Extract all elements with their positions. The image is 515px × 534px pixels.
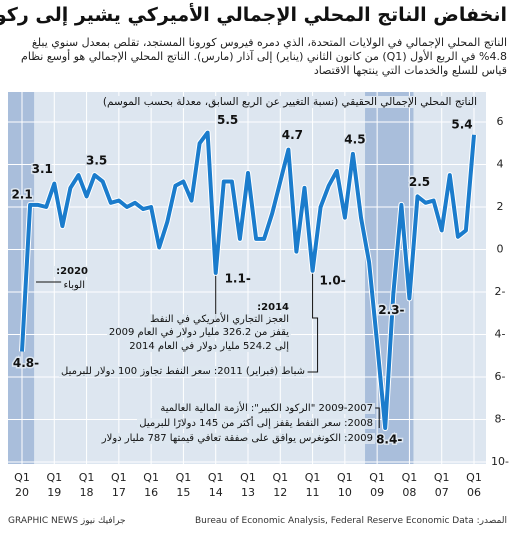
y-tick-label: 4 (497, 158, 504, 171)
x-tick-year: 15 (176, 486, 190, 499)
value-label: 3.5 (86, 154, 107, 168)
x-tick-label: Q1 (337, 471, 353, 484)
y-tick-label: 2- (495, 285, 506, 298)
x-tick-label: Q1 (143, 471, 159, 484)
y-tick-label: 8- (495, 413, 506, 426)
value-label: 5.5 (217, 113, 238, 127)
value-label: 4.5 (344, 132, 365, 146)
y-axis-title: الناتج المحلي الإجمالي الحقيقي (نسبة الت… (100, 96, 479, 108)
x-tick-year: 08 (402, 486, 416, 499)
annotation: شباط (فبراير) 2011: سعر النفط تجاوز 100 … (59, 366, 307, 377)
x-tick-year: 09 (370, 486, 384, 499)
x-tick-label: Q1 (402, 471, 418, 484)
annotation: 2009: الكونغرس يوافق على صفقة تعافي قيمت… (99, 433, 375, 444)
x-tick-label: Q1 (466, 471, 482, 484)
x-tick-year: 06 (467, 486, 481, 499)
x-tick-year: 20 (15, 486, 29, 499)
annotation: 2014: (255, 302, 291, 313)
x-tick-label: Q1 (14, 471, 30, 484)
x-tick-year: 17 (112, 486, 126, 499)
x-tick-label: Q1 (434, 471, 450, 484)
value-label: 4.7 (282, 128, 303, 142)
chart-title: انخفاض الناتج المحلي الإجمالي الأميركي ي… (0, 4, 507, 26)
x-tick-year: 11 (306, 486, 320, 499)
leader-line (375, 407, 380, 428)
y-tick-label: 6 (497, 115, 504, 128)
x-tick-label: Q1 (208, 471, 224, 484)
x-tick-label: Q1 (240, 471, 256, 484)
source: المصدر: Bureau of Economic Analysis, Fed… (195, 516, 507, 526)
annotation: العجز التجاري الأمريكي في النفط (148, 314, 291, 325)
x-tick-year: 14 (209, 486, 223, 499)
annotation: يقفز من 326.2 مليار دولار في العام 2009 (106, 327, 291, 338)
value-label: 1.1- (225, 271, 251, 285)
y-tick-label: 2 (497, 200, 504, 213)
annotation: 2009-2007 "الركود الكبير": الأزمة المالي… (158, 403, 375, 414)
value-label: 3.1 (32, 162, 53, 176)
y-tick-label: 6- (495, 370, 506, 383)
x-tick-label: Q1 (176, 471, 192, 484)
x-tick-label: Q1 (46, 471, 62, 484)
recession-band (8, 92, 35, 464)
value-label: 5.4 (451, 117, 472, 131)
x-tick-label: Q1 (79, 471, 95, 484)
x-tick-label: Q1 (272, 471, 288, 484)
x-tick-label: Q1 (369, 471, 385, 484)
y-tick-label: 10- (491, 455, 509, 468)
series-line (20, 130, 476, 430)
value-label: 2.5 (409, 175, 430, 189)
annotation: 2008: سعر النفط يقفز إلى أكثر من 145 دول… (137, 418, 375, 429)
y-tick-label: 4- (495, 328, 506, 341)
x-tick-year: 12 (273, 486, 287, 499)
value-label: 1.0- (319, 273, 345, 287)
value-label: 4.8- (13, 356, 39, 370)
x-tick-label: Q1 (111, 471, 127, 484)
x-tick-year: 10 (338, 486, 352, 499)
x-tick-year: 18 (80, 486, 94, 499)
value-label: 2.1 (11, 187, 32, 201)
value-label: 8.4- (376, 433, 402, 447)
credit: GRAPHIC NEWS جرافيك نيوز (8, 516, 126, 526)
x-tick-year: 13 (241, 486, 255, 499)
chart-subtitle: الناتج المحلي الإجمالي في الولايات المتح… (21, 36, 507, 77)
value-label: 2.3- (378, 303, 404, 317)
leader-line (307, 270, 319, 373)
x-tick-year: 19 (47, 486, 61, 499)
x-tick-label: Q1 (305, 471, 321, 484)
annotation: 2020: (54, 266, 90, 277)
y-tick-label: 0 (497, 243, 504, 256)
annotation: إلى 524.2 مليار دولار في العام 2014 (127, 341, 291, 352)
annotation: الوباء (61, 280, 87, 291)
x-tick-year: 07 (435, 486, 449, 499)
x-tick-year: 16 (144, 486, 158, 499)
